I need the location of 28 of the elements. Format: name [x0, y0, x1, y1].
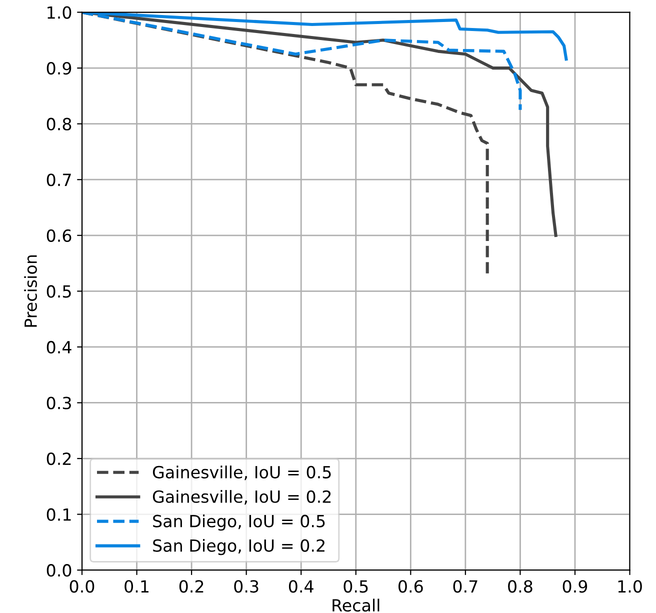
- x-tick-label: 0.3: [234, 580, 258, 593]
- x-tick-label: 0.0: [70, 580, 94, 593]
- x-tick-label: 0.9: [562, 580, 588, 593]
- y-tick-label: 0.1: [46, 508, 71, 521]
- y-tick-label: 0.0: [46, 564, 72, 577]
- y-tick-label: 0.3: [46, 396, 71, 410]
- legend-label: San Diego, IoU = 0.5: [153, 514, 325, 531]
- x-tick-label: 0.8: [508, 580, 532, 593]
- y-tick-label: 0.7: [46, 174, 71, 186]
- y-tick-label: 1.0: [48, 6, 72, 19]
- y-tick-label: 0.9: [46, 62, 72, 75]
- y-tick-label: 0.5: [46, 285, 71, 298]
- legend-label: Gainesville, IoU = 0.5: [152, 466, 331, 480]
- y-tick-label: 0.4: [46, 340, 72, 354]
- x-tick-label: 0.6: [398, 580, 423, 593]
- y-tick-label: 0.6: [46, 229, 72, 242]
- x-tick-label: 0.4: [288, 580, 314, 593]
- legend-label: Gainesville, IoU = 0.2: [152, 490, 331, 505]
- x-tick-label: 0.7: [453, 580, 478, 593]
- x-tick-label: 0.1: [124, 580, 148, 593]
- x-axis-title: Recall: [332, 598, 380, 612]
- x-tick-label: 0.5: [344, 580, 368, 593]
- x-tick-label: 0.2: [179, 580, 204, 593]
- legend-label: San Diego, IoU = 0.2: [153, 538, 324, 556]
- y-tick-label: 0.8: [46, 118, 72, 130]
- y-axis-title: Precision: [24, 255, 37, 327]
- x-tick-label: 1.0: [618, 580, 642, 593]
- y-tick-label: 0.2: [46, 452, 71, 466]
